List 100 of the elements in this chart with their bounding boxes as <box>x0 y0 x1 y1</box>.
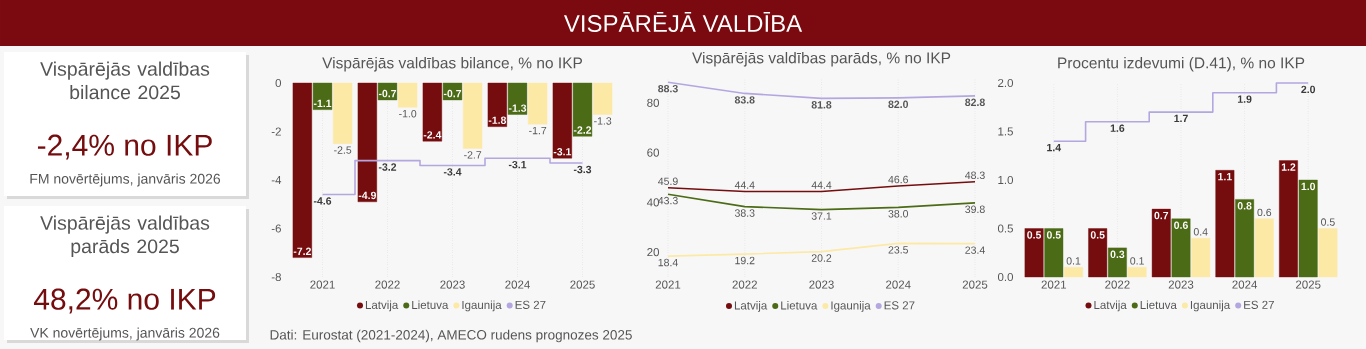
bar <box>1171 218 1191 278</box>
text: Vispārējās valdības parāds 2025 <box>40 215 210 258</box>
bar <box>1191 238 1211 278</box>
bar <box>1279 160 1298 278</box>
data-label: 0.4 <box>1193 228 1208 236</box>
y-tick-label: 40 <box>646 198 660 207</box>
data-label: 43.3 <box>658 196 678 205</box>
data-label: 0.8 <box>1237 202 1252 210</box>
text: FM novērtējums, janvāris 2026 <box>30 173 221 187</box>
data-label: 23.4 <box>965 246 985 254</box>
y-tick-label: -2 <box>271 127 281 136</box>
data-label: -7.2 <box>293 247 311 255</box>
data-label: -2.4 <box>423 131 442 139</box>
bar <box>1064 267 1083 278</box>
data-label: -3.3 <box>573 165 592 174</box>
legend-label: Latvija <box>1094 300 1127 312</box>
bar <box>1235 199 1255 278</box>
data-label: 0.7 <box>1154 211 1169 220</box>
data-label: -2.2 <box>573 126 592 134</box>
text: Vispārējās valdības bilance 2025 <box>40 61 210 100</box>
data-label: 0.6 <box>1257 208 1272 217</box>
legend-label: Latvija <box>365 300 399 312</box>
y-tick-label: 0.5 <box>997 224 1013 233</box>
legend-label: ES 27 <box>515 300 546 309</box>
data-label: 38.0 <box>888 210 909 218</box>
data-label: 20.2 <box>811 254 832 262</box>
x-tick-label: 2024 <box>886 280 911 289</box>
data-label: 1.2 <box>1281 163 1296 171</box>
data-label: 82.0 <box>888 100 909 109</box>
x-tick-label: 2023 <box>809 280 834 289</box>
bar <box>1127 267 1147 278</box>
x-tick-label: 2022 <box>1105 280 1130 289</box>
chart-title: Vispārējās valdības parāds, % no IKP <box>692 52 951 67</box>
data-label: -3.4 <box>443 168 462 176</box>
data-label: 0.5 <box>1046 231 1061 239</box>
bar <box>1151 208 1171 278</box>
data-label: 88.3 <box>658 84 678 93</box>
data-label: 46.6 <box>888 175 909 184</box>
data-label: 0.5 <box>1090 231 1105 239</box>
y-tick-label: -8 <box>271 272 281 282</box>
text: -2,4% no IKP <box>37 134 212 160</box>
data-label: 48.3 <box>965 171 985 180</box>
data-label: 83.8 <box>734 96 755 104</box>
data-label: 0.5 <box>1027 231 1042 239</box>
data-label: -2.5 <box>334 146 352 154</box>
legend-label: Igaunija <box>462 300 502 312</box>
data-label: -1.3 <box>594 117 612 125</box>
x-tick-label: 2021 <box>1041 280 1067 289</box>
data-label: -1.8 <box>488 116 507 124</box>
legend-label: Latvija <box>734 301 768 312</box>
data-label: 1.6 <box>1110 124 1125 132</box>
bar <box>1024 228 1044 278</box>
x-tick-label: 2024 <box>1232 280 1258 289</box>
data-label: -1.7 <box>529 126 547 135</box>
data-label: -0.7 <box>378 89 397 98</box>
legend-label: Igaunija <box>1190 300 1231 312</box>
data-label: -1.0 <box>399 109 417 118</box>
y-tick-label: 0.0 <box>997 272 1014 282</box>
y-tick-label: -4 <box>271 176 282 184</box>
data-label: 18.4 <box>658 258 678 267</box>
x-tick-label: 2024 <box>505 280 530 289</box>
y-tick-label: 1.0 <box>998 175 1014 185</box>
x-tick-label: 2022 <box>375 280 400 289</box>
x-tick-label: 2025 <box>570 280 595 289</box>
data-label: 1.7 <box>1174 114 1188 123</box>
legend-label: Lietuva <box>412 300 449 310</box>
data-label: -4.6 <box>313 197 332 205</box>
x-tick-label: 2025 <box>1295 280 1321 289</box>
data-label: -4.9 <box>358 191 376 200</box>
data-label: -2.7 <box>464 151 482 159</box>
y-tick-label: 20 <box>647 248 660 257</box>
text: 48,2% no IKP <box>33 288 216 314</box>
data-label: 45.9 <box>658 177 678 186</box>
bar <box>1044 228 1064 278</box>
data-label: 19.2 <box>735 256 755 265</box>
chart-title: Procentu izdevumi (D.41), % no IKP <box>1058 57 1305 72</box>
data-label: 23.5 <box>888 246 909 254</box>
data-label: 81.8 <box>811 101 832 109</box>
text: VK novērtējums, janvāris 2026 <box>30 327 220 341</box>
x-tick-label: 2023 <box>1168 280 1194 289</box>
text: Dati: Eurostat (2021-2024), AMECO rudens prognozes 2025 <box>270 329 632 343</box>
data-label: 1.1 <box>1218 173 1232 181</box>
data-label: 37.1 <box>811 212 832 220</box>
data-label: 0.5 <box>1321 218 1335 226</box>
bar <box>1215 170 1235 278</box>
bar <box>1318 228 1338 278</box>
data-label: -0.7 <box>443 89 462 98</box>
x-tick-label: 2025 <box>962 280 988 289</box>
data-label: 1.9 <box>1237 95 1252 103</box>
data-label: 0.1 <box>1066 257 1081 265</box>
bar <box>1088 228 1108 278</box>
data-label: 82.8 <box>965 98 985 107</box>
data-label: -3.2 <box>378 163 397 171</box>
legend-label: Igaunija <box>831 301 871 312</box>
x-tick-label: 2021 <box>655 280 681 289</box>
x-tick-label: 2022 <box>732 280 757 289</box>
legend-label: ES 27 <box>1244 300 1274 309</box>
data-label: 0.3 <box>1110 250 1125 259</box>
data-label: -3.1 <box>508 160 527 169</box>
x-tick-label: 2021 <box>310 280 335 289</box>
